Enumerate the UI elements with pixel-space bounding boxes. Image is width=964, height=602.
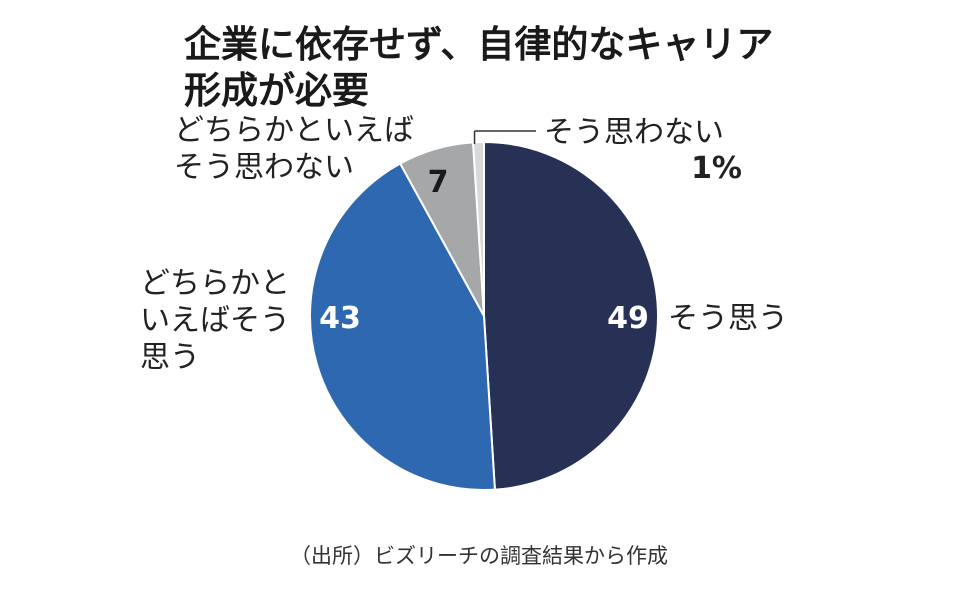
- pie-category-label-0-line-0: そう思う: [668, 301, 788, 336]
- pie-category-label-1-line-0: どちらかと: [140, 266, 290, 301]
- pie-value-label-3: 1%: [691, 151, 742, 186]
- chart-title: 企業に依存せず、自律的なキャリア 形成が必要: [184, 22, 804, 114]
- source-note: （出所）ビズリーチの調査結果から作成: [290, 544, 668, 568]
- pie-category-label-1-line-1: いえばそう: [140, 303, 290, 338]
- pie-category-label-2-line-0: どちらかといえば: [174, 113, 414, 148]
- pie-category-label-2: どちらかといえばそう思わない: [174, 113, 414, 185]
- pie-category-label-3-line-0: そう思わない: [544, 115, 724, 150]
- pie-category-label-1: どちらかといえばそう思う: [140, 266, 290, 375]
- pie-slice-0: [483, 140, 660, 491]
- pie-category-label-3: そう思わない: [544, 115, 724, 150]
- pie-category-label-0: そう思う: [668, 301, 788, 336]
- pie-value-label-2: 7: [428, 165, 449, 200]
- chart-title-line-1: 企業に依存せず、自律的なキャリア: [184, 23, 774, 66]
- pie-value-labels: 49 43 7 1%: [319, 151, 742, 336]
- pie-value-label-0: 49: [607, 301, 649, 336]
- pie-slice-3: [472, 140, 485, 317]
- pie-slices: [309, 140, 660, 491]
- pie-category-label-1-line-2: 思う: [140, 340, 200, 375]
- pie-value-label-1: 43: [319, 301, 361, 336]
- chart-title-line-2: 形成が必要: [184, 69, 369, 112]
- pie-slice-1: [309, 162, 496, 491]
- pie-category-label-2-line-1: そう思わない: [174, 150, 354, 185]
